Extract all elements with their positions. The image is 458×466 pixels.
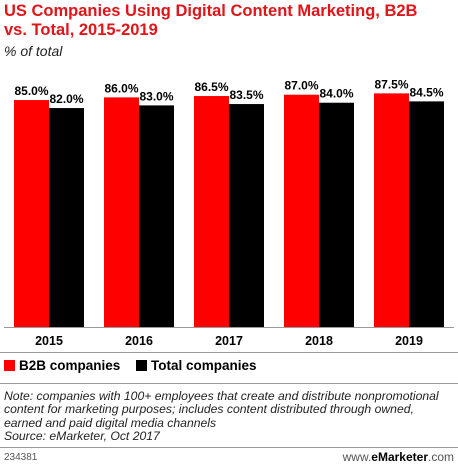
data-label-b2b-2019: 87.5% — [374, 77, 408, 91]
x-tick-2019: 2019 — [395, 334, 423, 348]
bar-total-2016 — [139, 105, 174, 327]
chart-title: US Companies Using Digital Content Marke… — [4, 2, 418, 39]
legend-label-total: Total companies — [151, 358, 257, 373]
data-label-b2b-2016: 86.0% — [104, 81, 138, 95]
legend-label-b2b: B2B companies — [19, 358, 121, 373]
chart-id: 234381 — [4, 452, 38, 463]
bar-total-2017 — [229, 104, 264, 328]
x-tick-2015: 2015 — [35, 334, 63, 348]
data-label-total-2017: 83.5% — [229, 88, 263, 102]
legend-swatch-b2b — [4, 360, 15, 371]
data-label-total-2015: 82.0% — [49, 92, 83, 106]
legend-top-divider — [0, 352, 458, 353]
data-label-total-2019: 84.5% — [409, 85, 443, 99]
legend-item-b2b: B2B companies — [4, 358, 120, 373]
bar-total-2019 — [409, 101, 444, 327]
brand-suffix: .com — [427, 450, 454, 464]
bar-b2b-2016 — [104, 97, 139, 327]
chart-note: Note: companies with 100+ employees that… — [4, 389, 454, 444]
x-tick-2017: 2017 — [215, 334, 243, 348]
brand-prefix: www. — [342, 450, 372, 464]
footer-divider — [0, 447, 458, 448]
bar-chart: 85.0%82.0% 2015 86.0%83.0% 2016 86.5%83.5% 20… — [4, 77, 454, 348]
data-label-total-2018: 84.0% — [319, 87, 353, 101]
bar-b2b-2019 — [374, 93, 409, 327]
data-label-b2b-2018: 87.0% — [284, 79, 318, 93]
x-tick-2016: 2016 — [125, 334, 153, 348]
x-tick-2018: 2018 — [305, 334, 333, 348]
bar-b2b-2015 — [14, 100, 49, 327]
brand-logo: www.eMarketer.com — [343, 450, 454, 464]
legend-swatch-total — [136, 360, 147, 371]
brand-name: eMarketer — [371, 450, 428, 464]
data-label-b2b-2017: 86.5% — [194, 80, 228, 94]
chart-subtitle: % of total — [4, 43, 63, 59]
legend-bottom-divider — [0, 383, 458, 384]
bar-b2b-2017 — [194, 96, 229, 327]
bar-b2b-2018 — [284, 94, 319, 328]
data-label-total-2016: 83.0% — [139, 89, 173, 103]
source-text: Source: eMarketer, Oct 2017 — [4, 429, 160, 444]
note-text: Note: companies with 100+ employees that… — [4, 389, 439, 430]
legend-item-total: Total companies — [136, 358, 257, 373]
bar-total-2015 — [49, 108, 84, 327]
data-label-b2b-2015: 85.0% — [14, 84, 48, 98]
bar-total-2018 — [319, 102, 354, 327]
